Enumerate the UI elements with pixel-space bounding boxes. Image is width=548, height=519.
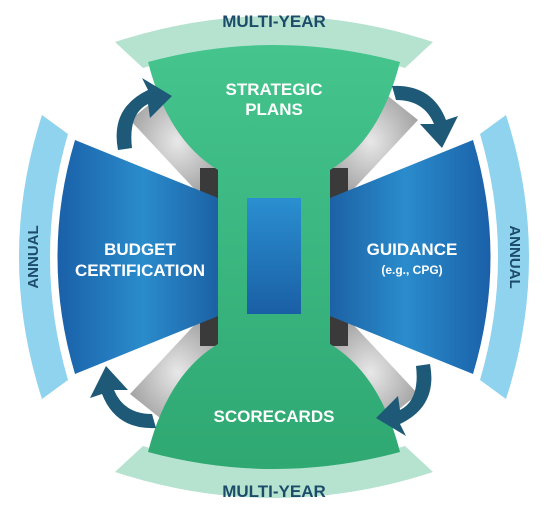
bottom-ring-label: MULTI-YEAR — [222, 482, 326, 501]
top-ring-label: MULTI-YEAR — [222, 12, 326, 31]
guidance-label-line2: (e.g., CPG) — [381, 263, 442, 277]
cycle-arrows — [90, 78, 458, 436]
right-segment — [320, 140, 491, 374]
budget-certification-label-line2: CERTIFICATION — [75, 261, 205, 280]
ring-right-band — [480, 115, 529, 399]
scorecards-label: SCORECARDS — [214, 407, 335, 426]
arrow-top-right-icon — [392, 85, 458, 148]
left-segment — [57, 140, 228, 374]
strategic-plans-label-line1: STRATEGIC — [226, 80, 323, 99]
strategic-plans-label-line2: PLANS — [245, 100, 303, 119]
left-ring-label: ANNUAL — [25, 225, 42, 288]
right-ring-label: ANNUAL — [506, 225, 523, 288]
arrow-bottom-right-icon — [376, 364, 432, 436]
guidance-label-line1: GUIDANCE — [367, 240, 458, 259]
arrow-top-left-icon — [116, 78, 172, 150]
arrow-bottom-left-icon — [90, 366, 156, 429]
ring-left-band — [19, 115, 68, 399]
budget-certification-label-line1: BUDGET — [104, 240, 176, 259]
center-core — [247, 198, 301, 314]
